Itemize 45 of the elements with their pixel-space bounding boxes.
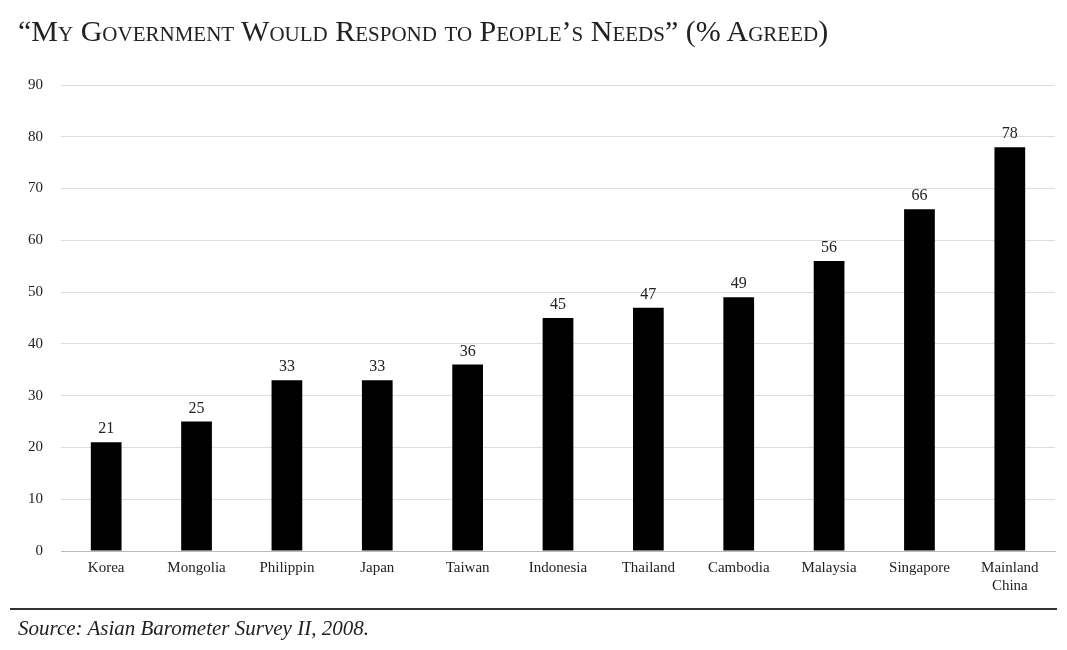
bar	[271, 380, 303, 551]
bar	[813, 261, 845, 551]
x-tick-label: Mongolia	[167, 558, 227, 575]
x-tick-label: Philippin	[259, 558, 315, 575]
y-tick-label: 10	[28, 490, 43, 507]
data-label: 21	[98, 419, 115, 437]
x-tick-label: Mainland China	[981, 558, 1040, 593]
data-label: 33	[278, 357, 295, 375]
bar	[633, 307, 664, 551]
y-tick-label: 80	[28, 127, 43, 144]
y-tick-label: 40	[28, 334, 43, 351]
data-label: 49	[730, 274, 747, 292]
x-tick-label: Singapore	[889, 558, 951, 575]
x-tick-label: Thailand	[621, 558, 676, 575]
bar	[181, 421, 212, 551]
y-tick-label: 60	[28, 231, 43, 248]
y-tick-label: 20	[28, 438, 43, 455]
x-tick-label: Indonesia	[528, 558, 588, 575]
data-label: 66	[911, 186, 928, 204]
y-tick-label: 0	[35, 541, 43, 558]
x-tick-label: Malaysia	[801, 558, 857, 575]
y-tick-label: 70	[28, 179, 43, 196]
source-note: Source: Asian Barometer Survey II, 2008.	[18, 616, 369, 641]
y-tick-label: 50	[28, 283, 43, 300]
data-label: 78	[1001, 124, 1018, 142]
y-tick-label: 30	[28, 386, 43, 403]
bar	[723, 297, 755, 551]
x-tick-label: Japan	[360, 558, 395, 575]
x-tick-label: Cambodia	[707, 558, 770, 575]
data-label: 33	[369, 357, 386, 375]
data-label: 25	[188, 398, 205, 416]
bar	[994, 147, 1026, 551]
x-tick-label: Korea	[87, 558, 125, 575]
bar	[542, 318, 574, 551]
data-label: 45	[550, 295, 566, 313]
data-label: 56	[821, 238, 838, 256]
bar	[90, 442, 122, 551]
y-tick-label: 90	[28, 75, 43, 92]
bar	[361, 380, 393, 551]
bar	[452, 364, 483, 551]
chart-title: “My Government Would Respond to People’s Needs” (% Agreed)	[18, 14, 829, 48]
x-tick-label: Taiwan	[445, 558, 491, 575]
data-label: 47	[640, 284, 657, 302]
bar	[904, 209, 935, 551]
data-label: 36	[459, 341, 476, 359]
